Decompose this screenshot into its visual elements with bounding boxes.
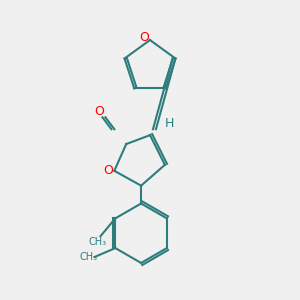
Text: O: O	[139, 31, 149, 44]
Text: O: O	[94, 105, 104, 118]
Text: O: O	[103, 164, 113, 177]
Text: CH₃: CH₃	[88, 237, 106, 247]
Text: H: H	[165, 117, 174, 130]
Text: CH₃: CH₃	[80, 252, 98, 262]
